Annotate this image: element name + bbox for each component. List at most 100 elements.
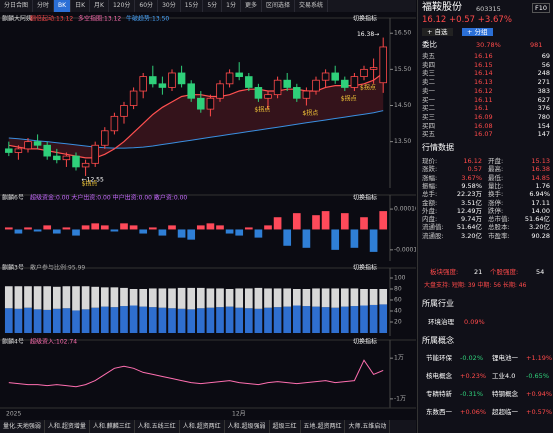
weibi-pct: 30.78%	[476, 41, 501, 49]
candle-body	[341, 79, 349, 88]
concept-change: +0.06%	[460, 408, 487, 416]
market-value: 15.13	[531, 157, 550, 165]
toolbar-button[interactable]: 120分	[109, 0, 136, 12]
stack-bar	[43, 286, 52, 310]
concept-name[interactable]: 锂电池一	[492, 354, 518, 362]
stack-bar	[33, 286, 42, 310]
stack-bar	[148, 288, 157, 308]
stack-bar	[177, 287, 186, 309]
toolbar-button[interactable]: 更多	[241, 0, 263, 12]
stack-bar	[369, 304, 378, 333]
order-price: 16.12	[474, 86, 493, 95]
action-button[interactable]: + 自选	[422, 28, 453, 36]
stack-bar	[292, 305, 301, 333]
market-value: 16.12	[463, 157, 482, 165]
concept-name[interactable]: 工业4.0	[492, 372, 516, 380]
candle-body	[360, 68, 368, 77]
order-volume: 627	[537, 95, 550, 104]
candle-body	[273, 79, 282, 96]
switch-indicator[interactable]: 切换指标	[353, 15, 377, 23]
market-label: 总市值:	[488, 215, 510, 224]
y-tick-label: 14.50	[394, 102, 411, 109]
stack-bar	[81, 309, 90, 333]
stack-bar	[168, 308, 176, 333]
f10-button[interactable]: F10	[532, 3, 551, 13]
toolbar-button[interactable]: 区间选择	[262, 0, 296, 12]
flow-bar	[273, 217, 282, 230]
order-price: 16.09	[474, 112, 493, 121]
switch-indicator[interactable]: 切换指标	[353, 194, 377, 202]
flow-bar	[158, 229, 167, 236]
flow-bar	[14, 229, 23, 234]
indicator-tab[interactable]: 人和.超级强弱	[225, 420, 270, 433]
concept-name[interactable]: 节能环保	[426, 354, 452, 362]
indicator-tab[interactable]: 人和.麒麟三红	[90, 420, 135, 433]
candle-body	[283, 79, 291, 88]
industry-name: 环境治理	[428, 318, 454, 326]
toolbar: 分日合图 分时 BK 日K 月K 120分 60分 30分 15分 5分 1分 更多 区间选择 交易系统	[0, 0, 416, 12]
indicator-tab[interactable]: 人和.超资增量	[45, 420, 90, 433]
concept-change: +0.23%	[460, 372, 487, 380]
indicator-tab[interactable]: 五地.超资两红	[301, 420, 346, 433]
market-value: 9.74万	[461, 215, 482, 224]
toolbar-button[interactable]: 60分	[135, 0, 159, 12]
candle-body	[206, 97, 215, 110]
candle-body	[235, 72, 243, 77]
market-label: 最低:	[488, 173, 504, 182]
toolbar-button[interactable]: 1分	[222, 0, 241, 12]
concept-name[interactable]: 东数西一	[426, 408, 452, 416]
indicator-tab[interactable]: 人和.五线三红	[135, 420, 180, 433]
turn-point-label: $拐点	[254, 105, 270, 113]
y-tick-label: 20	[394, 319, 402, 326]
candle-body	[379, 46, 387, 84]
stack-bar	[225, 289, 234, 307]
toolbar-button[interactable]: 交易系统	[295, 0, 329, 12]
toolbar-button[interactable]: 30分	[158, 0, 181, 12]
stock-name: 福鞍股份	[422, 2, 462, 13]
flow-bar	[340, 213, 349, 230]
concept-name[interactable]: 专精特新	[426, 390, 452, 398]
concept-change: +1.19%	[526, 354, 553, 362]
concept-name[interactable]: 超超临一	[492, 408, 518, 416]
indicator-tab[interactable]: 量化.天地强弱	[0, 420, 45, 433]
toolbar-button[interactable]: 5分	[203, 0, 223, 12]
candle-body	[72, 155, 80, 168]
concept-name[interactable]: 核电概念	[426, 372, 452, 380]
market-label: 开盘:	[488, 157, 504, 165]
toolbar-button[interactable]: 15分	[181, 0, 204, 12]
switch-indicator[interactable]: 切换指标	[353, 264, 377, 272]
flow-bar	[206, 223, 215, 230]
section-title: 行情数据	[422, 143, 454, 152]
toolbar-button[interactable]: 日K	[71, 0, 91, 12]
market-value: 14.85	[531, 173, 550, 182]
toolbar-button[interactable]: BK	[54, 0, 72, 12]
indicator-tabs: 量化.天地强弱 人和.超资增量 人和.麒麟三红 人和.五线三红 人和.超资两红 人和.超级…	[0, 420, 416, 433]
toolbar-button[interactable]: 分时	[33, 0, 55, 12]
toolbar-button[interactable]: 分日合图	[0, 0, 34, 12]
toolbar-button[interactable]: 月K	[90, 0, 109, 12]
market-value: 3.67%	[461, 173, 482, 182]
flow-bar	[43, 225, 52, 230]
legend-entry: 散户参与比例:95.99	[30, 264, 85, 272]
section-title: 所属行业	[422, 299, 454, 308]
order-price: 16.16	[474, 52, 493, 60]
stack-bar	[14, 308, 23, 333]
stack-bar	[72, 286, 80, 311]
flow-bar	[120, 223, 128, 230]
stack-bar	[120, 306, 128, 333]
order-label: 买二	[422, 104, 435, 113]
candle-body	[110, 115, 119, 132]
candle-body	[254, 87, 263, 99]
flow-bar	[369, 229, 378, 252]
market-label: 涨跌:	[422, 165, 438, 174]
action-button[interactable]: + 分组	[462, 28, 493, 36]
indicator-tab[interactable]: 大师.五维启动	[345, 420, 391, 433]
super-line	[8, 359, 384, 388]
indicator-tab[interactable]: 人和.超资两红	[180, 420, 225, 433]
switch-indicator[interactable]: 切换指标	[353, 338, 377, 346]
stack-bar	[340, 306, 349, 333]
concept-name[interactable]: 特钢概念	[492, 390, 518, 398]
flow-bar	[4, 227, 13, 230]
y-tick-label: 100	[394, 275, 406, 282]
indicator-tab[interactable]: 超级三红	[270, 420, 301, 433]
